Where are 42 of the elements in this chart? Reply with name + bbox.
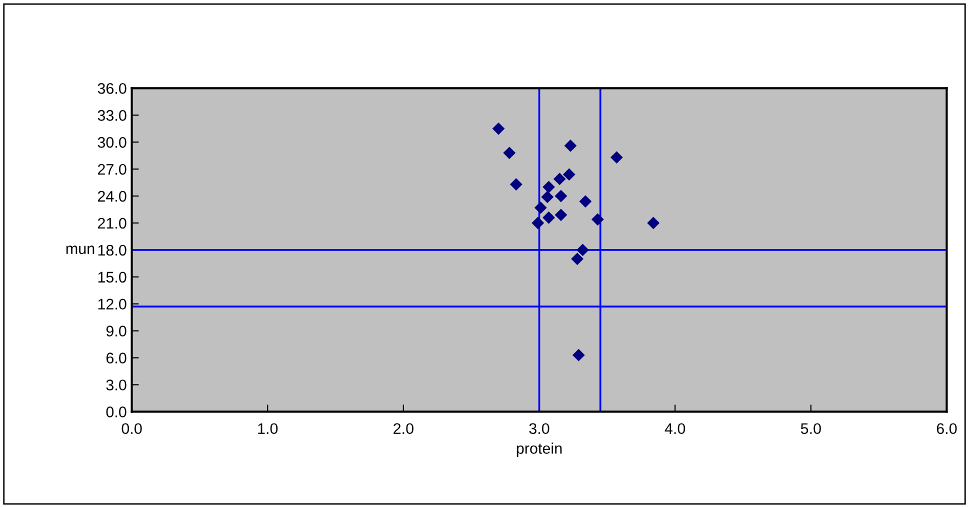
y-tick-label: 36.0 bbox=[98, 83, 126, 94]
point bbox=[534, 202, 547, 214]
point bbox=[647, 216, 660, 230]
y-tick-label: 30.0 bbox=[98, 136, 126, 148]
point bbox=[554, 208, 568, 222]
point bbox=[579, 195, 592, 208]
point bbox=[591, 213, 604, 226]
y-tick-label: 27.0 bbox=[98, 164, 126, 175]
y-tick-label: 21.0 bbox=[98, 218, 126, 229]
point bbox=[564, 140, 577, 152]
point bbox=[572, 348, 585, 362]
y-axis-title: mun bbox=[66, 246, 94, 254]
y-tick-label: 33.0 bbox=[98, 110, 126, 121]
point bbox=[553, 172, 566, 186]
x-tick-label: 1.0 bbox=[258, 423, 278, 434]
y-tick-label: 18.0 bbox=[98, 244, 126, 256]
point bbox=[503, 146, 516, 160]
point bbox=[554, 190, 568, 202]
point bbox=[510, 178, 522, 191]
x-tick-label: 6.0 bbox=[936, 423, 957, 434]
y-tick-label: 0.0 bbox=[106, 406, 126, 418]
point bbox=[541, 190, 554, 204]
point bbox=[542, 180, 555, 194]
x-tick-label: 0.0 bbox=[122, 423, 142, 434]
x-tick-label: 5.0 bbox=[800, 423, 821, 434]
point bbox=[610, 151, 623, 164]
point bbox=[562, 168, 576, 181]
point bbox=[532, 216, 544, 230]
y-tick-label: 9.0 bbox=[106, 326, 126, 337]
point bbox=[571, 252, 584, 266]
y-tick-label: 12.0 bbox=[98, 298, 126, 310]
point bbox=[492, 122, 505, 135]
y-tick-label: 3.0 bbox=[106, 380, 126, 390]
y-tick-label: 6.0 bbox=[106, 352, 126, 364]
y-tick-label: 24.0 bbox=[98, 190, 126, 202]
x-tick-label: 2.0 bbox=[394, 423, 414, 434]
x-tick-label: 4.0 bbox=[664, 423, 686, 434]
point bbox=[576, 244, 589, 256]
x-axis-title: protein bbox=[516, 442, 562, 457]
x-tick-label: 3.0 bbox=[529, 423, 550, 434]
point bbox=[542, 211, 555, 224]
y-tick-label: 15.0 bbox=[98, 272, 126, 283]
